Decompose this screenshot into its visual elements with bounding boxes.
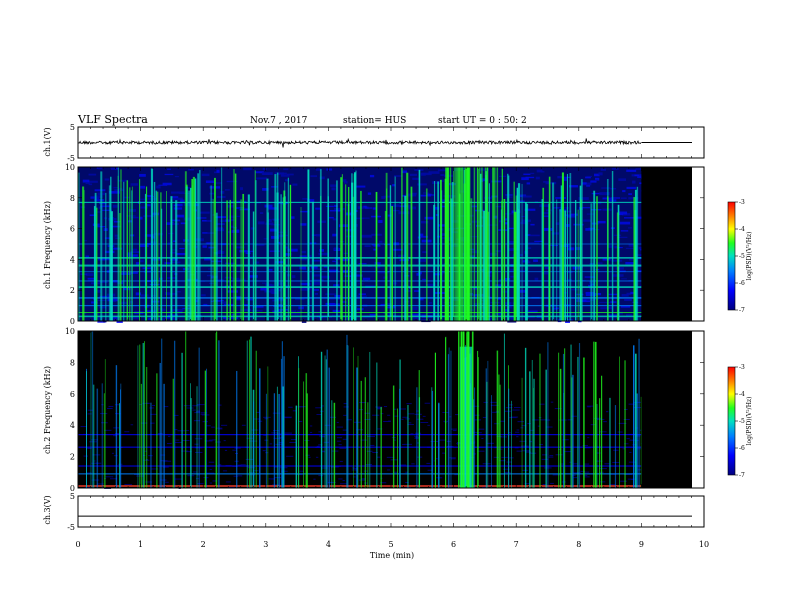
ch3-ylabel: ch.3(V) xyxy=(43,495,52,524)
x-tick-label: 3 xyxy=(263,540,268,549)
ch2-spectrogram-ytick: 10 xyxy=(65,327,75,336)
ch2-spectrogram-panel: 0 2 4 6 8 10 xyxy=(65,327,705,493)
x-tick-label: 8 xyxy=(576,540,581,549)
ch1-waveform-trace xyxy=(77,137,642,148)
start-time-label: start UT = 0 : 50: 2 xyxy=(438,116,527,126)
x-tick-label: 1 xyxy=(138,540,143,549)
ch1-spectrogram-ytick: 10 xyxy=(65,163,75,172)
colorbar-tick-label: -7 xyxy=(739,307,745,314)
ch2-spectrogram-ylabel: ch.2 Frequency (kHz) xyxy=(43,366,52,454)
station-label: station= HUS xyxy=(343,116,406,126)
x-axis-label: Time (min) xyxy=(370,551,414,560)
colorbar-tick-label: -6 xyxy=(739,280,745,287)
x-tick-label: 6 xyxy=(451,540,456,549)
ch2-spectrogram-no-data-region xyxy=(641,331,692,488)
ch1-colorbar-label: log(PSD)(V²/Hz) xyxy=(746,232,753,281)
ch1-waveform-panel: 5 -5 xyxy=(67,123,705,163)
x-tick-label: 10 xyxy=(699,540,709,549)
ch1-colorbar: -3 -4 -5 -6 -7 log(PSD)(V²/Hz) xyxy=(727,199,753,314)
ch1-spectrogram-ytick: 2 xyxy=(70,286,75,295)
ch1-colorbar-scale xyxy=(727,201,736,311)
ch2-spectrogram-ytick: 6 xyxy=(70,390,75,399)
ch1-ylabel: ch.1(V) xyxy=(43,127,52,156)
ch3-ytick: 5 xyxy=(70,492,75,501)
ch2-colorbar-label: log(PSD)(V²/Hz) xyxy=(746,397,753,446)
colorbar-tick-label: -7 xyxy=(739,472,745,479)
x-tick-label: 4 xyxy=(326,540,331,549)
ch1-ytick: 5 xyxy=(70,123,75,132)
ch1-spectrogram-panel: 0 2 4 6 8 10 xyxy=(65,163,705,326)
x-tick-label: 9 xyxy=(639,540,644,549)
colorbar-tick-label: -3 xyxy=(739,364,745,371)
x-tick-label: 0 xyxy=(75,540,80,549)
ch1-spectrogram-ylabel: ch.1 Frequency (kHz) xyxy=(43,201,52,289)
colorbar-tick-label: -4 xyxy=(739,226,745,233)
ch3-ytick: -5 xyxy=(67,523,75,532)
ch1-spectrogram-ytick: 0 xyxy=(70,317,75,326)
ch3-waveform-panel: 5 -50 1 2 3 4 5 6 7 8 9 10 xyxy=(67,492,709,549)
ch1-spectrogram-ytick: 6 xyxy=(70,225,75,234)
ch2-colorbar: -3 -4 -5 -6 -7 log(PSD)(V²/Hz) xyxy=(727,364,753,479)
ch1-ytick: -5 xyxy=(67,154,75,163)
ch2-spectrogram-ytick: 4 xyxy=(70,421,75,430)
ch1-spectrogram-ytick: 4 xyxy=(70,255,75,264)
x-tick-label: 2 xyxy=(201,540,206,549)
colorbar-tick-label: -5 xyxy=(739,418,745,425)
ch3-frame xyxy=(77,495,705,528)
ch2-spectrogram-ytick: 2 xyxy=(70,453,75,462)
x-tick-label: 5 xyxy=(388,540,393,549)
ch1-spectrogram-no-data-region xyxy=(641,167,692,321)
colorbar-tick-label: -5 xyxy=(739,253,745,260)
ch2-spectrogram-ytick: 0 xyxy=(70,484,75,493)
colorbar-tick-label: -4 xyxy=(739,391,745,398)
ch2-spectrogram-ytick: 8 xyxy=(70,358,75,367)
ch2-colorbar-scale xyxy=(727,366,736,476)
ch1-spectrogram-ytick: 8 xyxy=(70,194,75,203)
figure-title: VLF Spectra xyxy=(77,113,148,126)
colorbar-tick-label: -3 xyxy=(739,199,745,206)
date-label: Nov.7 , 2017 xyxy=(250,116,308,126)
x-tick-label: 7 xyxy=(514,540,519,549)
colorbar-tick-label: -6 xyxy=(739,445,745,452)
